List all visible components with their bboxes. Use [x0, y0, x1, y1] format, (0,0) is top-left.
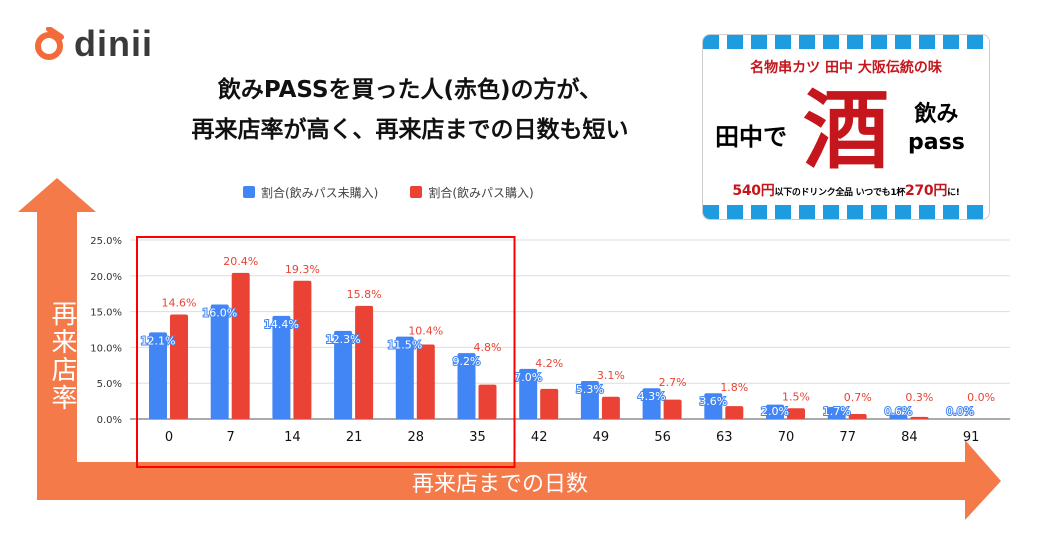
bar-purchased	[848, 413, 867, 419]
bar-purchased	[416, 344, 435, 419]
nomi-pass-promo-image: 名物串カツ 田中 大阪伝統の味 田中で 酒 飲み pass 540円以下のドリンク…	[702, 34, 990, 220]
x-tick-label: 21	[346, 430, 363, 445]
data-label-purchased: 10.4%	[408, 325, 443, 338]
data-label-not-purchased: 7.0%	[514, 371, 542, 384]
legend-item-not-purchased: 割合(飲みパス未購入)	[243, 184, 378, 201]
data-label-purchased: 4.8%	[474, 341, 502, 354]
bar-not-purchased	[889, 414, 908, 419]
data-label-not-purchased: 12.1%	[141, 334, 176, 347]
bar-not-purchased	[580, 381, 599, 419]
data-label-not-purchased: 0.6%	[884, 405, 912, 418]
bar-not-purchased	[704, 393, 723, 419]
bar-not-purchased	[642, 388, 661, 419]
dinii-logo-icon	[35, 27, 64, 60]
x-tick-label: 49	[593, 430, 610, 445]
bar-not-purchased	[334, 330, 353, 419]
promo-left-text: 田中で	[715, 123, 787, 151]
x-axis-arrow	[37, 440, 1001, 520]
page-title: 飲みPASSを買った人(赤色)の方が、 再来店率が高く、再来店までの日数も短い	[150, 70, 670, 150]
bar-purchased	[293, 280, 312, 419]
data-label-not-purchased: 16.0%	[202, 306, 237, 319]
x-tick-label: 28	[408, 430, 425, 445]
bar-purchased	[540, 388, 559, 419]
x-tick-label: 63	[716, 430, 733, 445]
bar-purchased	[231, 272, 250, 419]
promo-bottom-text: 540円以下のドリンク全品 いつでも1杯270円に!	[732, 183, 960, 199]
highlight-box	[136, 236, 516, 468]
y-tick-label: 25.0%	[90, 236, 122, 247]
promo-sake-character: 酒	[803, 80, 889, 181]
data-label-not-purchased: 11.5%	[387, 339, 422, 352]
x-tick-label: 56	[654, 430, 671, 445]
bar-purchased	[170, 314, 188, 419]
data-label-purchased: 4.2%	[535, 357, 563, 370]
y-tick-label: 0.0%	[97, 415, 122, 426]
y-tick-label: 15.0%	[90, 308, 122, 319]
data-label-purchased: 1.5%	[782, 390, 810, 403]
data-label-purchased: 14.6%	[162, 296, 197, 309]
y-tick-label: 10.0%	[90, 343, 122, 354]
bar-purchased	[355, 305, 374, 419]
x-tick-label: 14	[284, 430, 301, 445]
logo-text: dinii	[74, 23, 153, 64]
x-tick-label: 70	[778, 430, 795, 445]
x-tick-label: 42	[531, 430, 548, 445]
data-label-purchased: 2.7%	[659, 376, 687, 389]
data-label-purchased: 1.8%	[720, 381, 748, 394]
data-label-not-purchased: 14.4%	[264, 318, 299, 331]
data-label-not-purchased: 4.3%	[638, 390, 666, 403]
bar-purchased	[725, 406, 744, 419]
x-axis-label: 再来店までの日数	[411, 472, 588, 497]
y-axis-arrow	[18, 178, 96, 500]
bar-purchased	[601, 396, 620, 419]
x-tick-label: 91	[963, 430, 980, 445]
y-tick-label: 5.0%	[97, 379, 122, 390]
data-label-not-purchased: 0.0%	[946, 405, 974, 418]
data-label-purchased: 0.7%	[844, 391, 872, 404]
data-label-not-purchased: 5.3%	[576, 383, 604, 396]
x-tick-label: 7	[227, 430, 235, 445]
data-label-purchased: 3.1%	[597, 369, 625, 382]
bar-purchased	[478, 384, 497, 419]
data-label-not-purchased: 2.0%	[761, 405, 789, 418]
bar-purchased	[787, 408, 805, 419]
promo-top-text: 名物串カツ 田中 大阪伝統の味	[750, 60, 942, 76]
data-label-not-purchased: 12.3%	[326, 333, 361, 346]
bar-not-purchased	[519, 368, 538, 419]
data-label-purchased: 15.8%	[347, 288, 382, 301]
legend-item-purchased: 割合(飲みパス購入)	[410, 184, 534, 201]
x-tick-label: 84	[901, 430, 918, 445]
bar-not-purchased	[272, 315, 291, 419]
bar-not-purchased	[457, 353, 476, 419]
promo-right-text: 飲み pass	[908, 102, 965, 155]
bar-not-purchased	[210, 304, 229, 419]
bar-not-purchased	[827, 406, 846, 419]
y-axis-label: 再来店率	[47, 300, 77, 412]
x-tick-label: 0	[165, 430, 173, 445]
data-label-not-purchased: 3.6%	[699, 395, 727, 408]
data-label-purchased: 20.4%	[223, 255, 258, 268]
bar-not-purchased	[766, 404, 784, 419]
bar-purchased	[663, 399, 682, 419]
data-label-not-purchased: 1.7%	[823, 405, 851, 418]
bar-not-purchased	[149, 332, 167, 419]
title-line-2: 再来店率が高く、再来店までの日数も短い	[191, 117, 629, 143]
bar-purchased	[910, 416, 929, 419]
x-tick-label: 35	[469, 430, 486, 445]
y-tick-label: 20.0%	[90, 272, 122, 283]
title-line-1: 飲みPASSを買った人(赤色)の方が、	[217, 77, 603, 103]
data-label-purchased: 19.3%	[285, 263, 320, 276]
chart-legend: 割合(飲みパス未購入) 割合(飲みパス購入)	[243, 184, 534, 201]
data-label-purchased: 0.3%	[905, 391, 933, 404]
data-label-purchased: 0.0%	[967, 391, 995, 404]
bar-not-purchased	[395, 336, 414, 419]
dinii-logo: dinii	[32, 26, 153, 62]
data-label-not-purchased: 9.2%	[453, 355, 481, 368]
x-tick-label: 77	[839, 430, 856, 445]
